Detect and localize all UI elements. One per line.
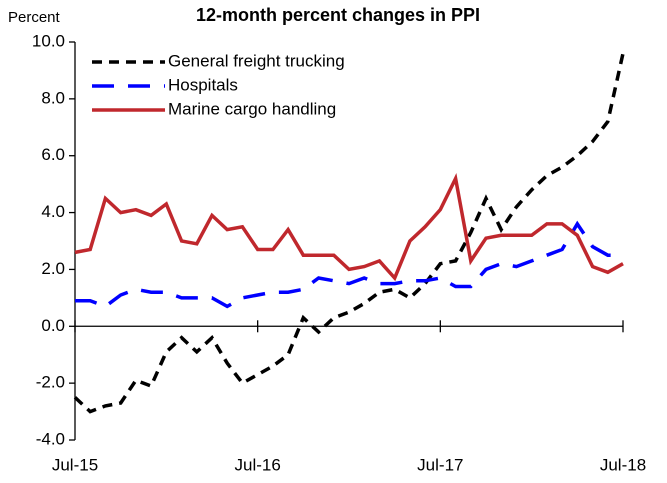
legend-label: Hospitals <box>168 75 238 94</box>
x-tick-label: Jul-17 <box>417 455 463 474</box>
y-tick-label: 8.0 <box>41 88 65 107</box>
y-tick-label: -4.0 <box>36 429 65 448</box>
legend-label: Marine cargo handling <box>168 99 336 118</box>
x-tick-label: Jul-18 <box>600 455 646 474</box>
y-tick-label: 2.0 <box>41 259 65 278</box>
y-axis-label: Percent <box>8 9 61 26</box>
series-line <box>74 172 624 282</box>
y-tick-label: 4.0 <box>41 202 65 221</box>
legend-label: General freight trucking <box>168 51 345 70</box>
y-tick-label: 10.0 <box>32 31 65 50</box>
y-tick-label: -2.0 <box>36 373 65 392</box>
x-tick-label: Jul-16 <box>235 455 281 474</box>
x-tick-label: Jul-15 <box>52 455 98 474</box>
series-line <box>73 53 625 414</box>
y-tick-label: 6.0 <box>41 145 65 164</box>
y-tick-label: 0.0 <box>41 316 65 335</box>
chart-title: 12-month percent changes in PPI <box>196 5 480 25</box>
series-line <box>75 220 623 309</box>
